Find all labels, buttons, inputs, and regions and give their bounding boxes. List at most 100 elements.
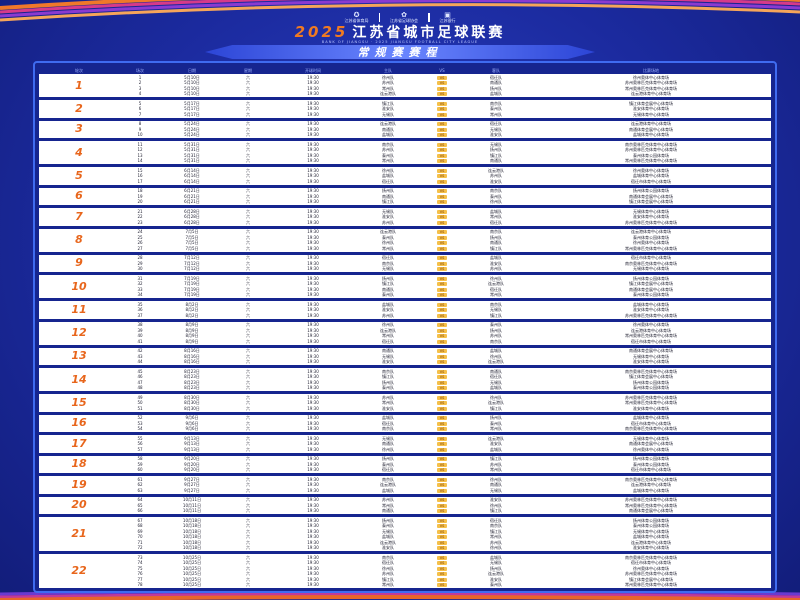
vs-cell: VS <box>423 577 461 583</box>
match-no-cell: 24 <box>137 229 143 234</box>
table-row: 13 5月31日 六 19:30 泰州队 VS 镇江队 泰州体育公园体育场 <box>119 153 771 159</box>
vs-cell: VS <box>423 385 461 391</box>
home-team-cell: 南京队 <box>382 368 394 374</box>
match-no-cell: 30 <box>137 266 143 271</box>
date-cell: 6月28日 <box>184 214 200 219</box>
weekday-cell: 六 <box>246 528 250 534</box>
weekday-cell: 六 <box>246 348 250 353</box>
away-team-cell: 镇江队 <box>490 245 502 251</box>
weekday-cell: 六 <box>246 322 250 327</box>
table-row: 56 9月13日 六 19:30 南通队 VS 淮安队 南通体育会展中心体育场 <box>119 441 771 447</box>
venue-cell: 连云港体育中心体育场 <box>631 482 671 487</box>
table-row: 28 7月12日 六 19:30 宿迁队 VS 盐城队 宿迁市体育中心体育场 <box>119 255 771 261</box>
venue-cell: 扬州体育公园体育场 <box>633 517 669 523</box>
weekday-cell: 六 <box>246 301 250 307</box>
match-no-cell: 50 <box>137 400 143 405</box>
column-header-venue: 比赛场地 <box>643 68 659 73</box>
vs-cell: VS <box>423 246 461 252</box>
kickoff-time-cell: 19:30 <box>307 147 319 152</box>
match-no-cell: 76 <box>137 571 143 576</box>
home-team-cell: 无锡队 <box>382 353 394 359</box>
venue-cell: 南京奥林匹克体育中心体育场 <box>625 426 677 431</box>
round-block: 21 67 10月18日六 19:30 扬州队 VS 宿迁队 扬州体育公园体育场 68 10月18… <box>39 517 771 551</box>
weekday-cell: 六 <box>246 539 250 545</box>
table-row: 21 6月28日 六 19:30 无锡队 VS 盐城队 无锡体育中心体育场 <box>119 209 771 215</box>
match-no-cell: 6 <box>138 106 142 111</box>
vs-cell: VS <box>423 214 461 220</box>
vs-badge: VS <box>436 524 448 528</box>
match-no-cell: 63 <box>137 487 143 493</box>
kickoff-time-cell: 19:30 <box>307 368 319 374</box>
weekday-cell: 六 <box>246 266 250 271</box>
match-no-cell: 26 <box>137 240 143 245</box>
vs-cell: VS <box>423 194 461 200</box>
home-team-cell: 常州队 <box>382 502 394 508</box>
home-team-cell: 南通队 <box>382 286 394 292</box>
match-no-cell: 1 <box>138 74 142 80</box>
vs-cell: VS <box>423 292 461 298</box>
kickoff-time-cell: 19:30 <box>307 266 319 271</box>
kickoff-time-cell: 19:30 <box>307 467 319 472</box>
table-row: 11 5月31日 六 19:30 南京队 VS 无锡队 南京奥林匹克体育中心体育场 <box>119 142 771 148</box>
vs-badge: VS <box>436 179 448 184</box>
venue-cell: 镇江体育会展中心体育场 <box>629 374 673 379</box>
home-team-cell: 泰州队 <box>382 385 394 390</box>
table-row: 58 9月20日 六 19:30 扬州队 VS 镇江队 扬州体育公园体育场 <box>119 456 771 462</box>
kickoff-time-cell: 19:30 <box>307 100 319 106</box>
match-no-cell: 61 <box>137 476 143 482</box>
kickoff-time-cell: 19:30 <box>307 312 319 318</box>
vs-cell: VS <box>423 132 461 138</box>
vs-cell: VS <box>423 255 461 261</box>
kickoff-time-cell: 19:30 <box>307 554 319 560</box>
away-team-cell: 南京队 <box>490 523 502 528</box>
home-team-cell: 南通队 <box>382 193 394 199</box>
logo-sports-bureau: ✪ 江苏省体育局 <box>345 11 369 24</box>
home-team-cell: 苏州队 <box>382 219 394 225</box>
venue-cell: 扬州体育公园体育场 <box>633 456 669 461</box>
venue-cell: 扬州体育公园体育场 <box>633 379 669 385</box>
vs-badge: VS <box>436 462 448 467</box>
table-row: 2 5月10日 六 19:30 苏州队 VS 南通队 苏州奥林匹克体育中心体育场 <box>119 80 771 86</box>
kickoff-time-cell: 19:30 <box>307 229 319 234</box>
home-team-cell: 泰州队 <box>382 152 394 158</box>
vs-badge: VS <box>436 92 448 96</box>
table-row: 9 5月24日 六 19:30 南通队 VS 无锡队 南通体育会展中心体育场 <box>119 127 771 133</box>
date-cell: 9月6日 <box>185 415 199 420</box>
date-cell: 7月19日 <box>184 281 200 286</box>
vs-badge: VS <box>436 483 448 487</box>
venue-cell: 苏州奥林匹克体育中心体育场 <box>625 571 677 576</box>
away-team-cell: 徐州队 <box>490 199 502 204</box>
vs-badge: VS <box>436 107 448 111</box>
divider <box>378 13 380 22</box>
weekday-cell: 六 <box>246 106 250 111</box>
vs-cell: VS <box>423 121 461 127</box>
table-row: 14 5月31日 六 19:30 常州队 VS 南通队 常州奥林匹克体育中心体育场 <box>119 158 771 164</box>
weekday-cell: 六 <box>246 441 250 446</box>
weekday-cell: 六 <box>246 368 250 374</box>
home-team-cell: 淮安队 <box>382 106 394 111</box>
venue-cell: 无锡体育中心体育场 <box>633 435 669 441</box>
table-row: 53 9月6日 六 19:30 宿迁队 VS 泰州队 宿迁市体育中心体育场 <box>119 421 771 427</box>
vs-badge: VS <box>436 555 448 560</box>
round-block: 13 42 8月16日六 19:30 南通队 VS 盐城队 南通体育会展中心体育场 43 8月16… <box>39 347 771 365</box>
kickoff-time-cell: 19:30 <box>307 106 319 111</box>
weekday-cell: 六 <box>246 482 250 487</box>
round-number: 11 <box>71 302 87 316</box>
date-cell: 8月2日 <box>185 312 199 318</box>
venue-cell: 宿迁市体育中心体育场 <box>631 560 671 565</box>
home-team-cell: 宿迁队 <box>382 178 394 184</box>
kickoff-time-cell: 19:30 <box>307 333 319 338</box>
match-no-cell: 22 <box>137 214 143 219</box>
vs-cell: VS <box>423 560 461 566</box>
date-cell: 9月6日 <box>185 420 199 426</box>
away-team-cell: 淮安队 <box>490 178 502 184</box>
home-team-cell: 南通队 <box>382 348 394 353</box>
kickoff-time-cell: 19:30 <box>307 208 319 214</box>
weekday-cell: 六 <box>246 214 250 219</box>
weekday-cell: 六 <box>246 385 250 390</box>
vs-cell: VS <box>423 508 461 514</box>
match-no-cell: 62 <box>137 482 143 487</box>
kickoff-time-cell: 19:30 <box>307 338 319 344</box>
venue-cell: 苏州奥林匹克体育中心体育场 <box>625 312 677 318</box>
title-year: 2025 <box>294 23 349 41</box>
